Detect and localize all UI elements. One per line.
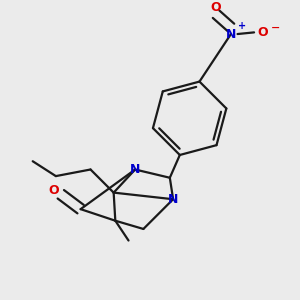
Text: N: N (226, 28, 236, 40)
Text: O: O (257, 26, 268, 39)
Text: O: O (211, 1, 221, 14)
Text: −: − (271, 22, 280, 32)
Text: +: + (238, 21, 247, 31)
Text: N: N (168, 193, 178, 206)
Text: O: O (49, 184, 59, 197)
Text: N: N (130, 163, 140, 176)
